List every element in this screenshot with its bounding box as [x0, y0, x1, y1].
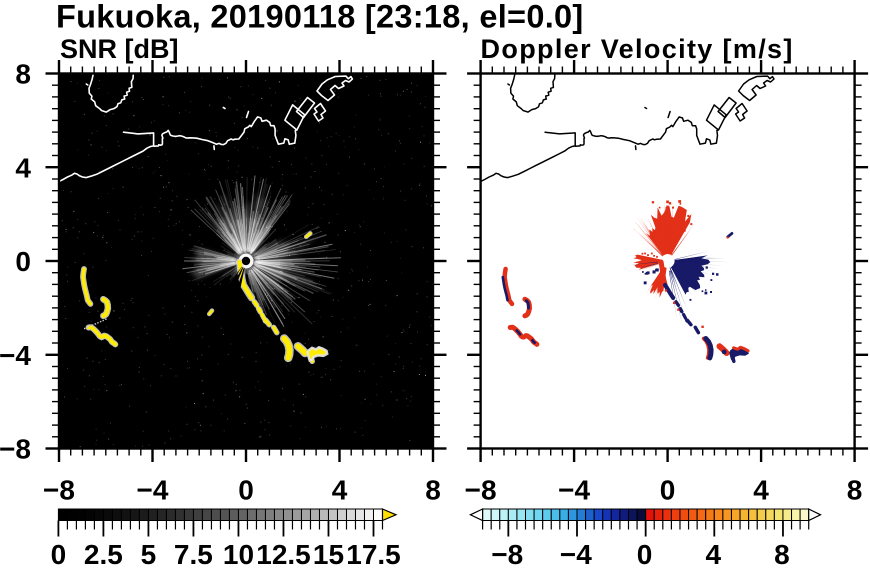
svg-text:−4: −4	[560, 539, 592, 570]
svg-text:12.5: 12.5	[256, 539, 311, 570]
svg-text:0: 0	[660, 475, 676, 506]
svg-text:Doppler Velocity [m/s]: Doppler Velocity [m/s]	[481, 34, 794, 64]
svg-text:8: 8	[774, 539, 790, 570]
svg-text:−4: −4	[558, 475, 590, 506]
svg-text:4: 4	[753, 475, 769, 506]
svg-text:17.5: 17.5	[346, 539, 401, 570]
svg-text:0: 0	[51, 539, 67, 570]
svg-text:4: 4	[15, 152, 31, 183]
svg-text:0: 0	[238, 475, 254, 506]
svg-text:4: 4	[706, 539, 722, 570]
svg-text:15: 15	[313, 539, 344, 570]
svg-text:8: 8	[425, 475, 441, 506]
svg-text:8: 8	[15, 59, 31, 90]
svg-text:−4: −4	[137, 475, 169, 506]
svg-text:8: 8	[847, 475, 863, 506]
svg-text:Fukuoka, 20190118 [23:18, el=0: Fukuoka, 20190118 [23:18, el=0.0]	[56, 0, 584, 34]
svg-text:0: 0	[15, 246, 31, 277]
svg-text:7.5: 7.5	[174, 539, 213, 570]
svg-text:4: 4	[332, 475, 348, 506]
svg-text:2.5: 2.5	[84, 539, 123, 570]
svg-text:−4: −4	[0, 340, 31, 371]
svg-text:5: 5	[141, 539, 157, 570]
svg-text:0: 0	[637, 539, 653, 570]
svg-text:−8: −8	[0, 434, 31, 465]
svg-text:−8: −8	[491, 539, 523, 570]
svg-text:−8: −8	[43, 475, 75, 506]
svg-text:10: 10	[223, 539, 254, 570]
svg-text:−8: −8	[465, 475, 497, 506]
svg-text:SNR [dB]: SNR [dB]	[60, 34, 178, 64]
